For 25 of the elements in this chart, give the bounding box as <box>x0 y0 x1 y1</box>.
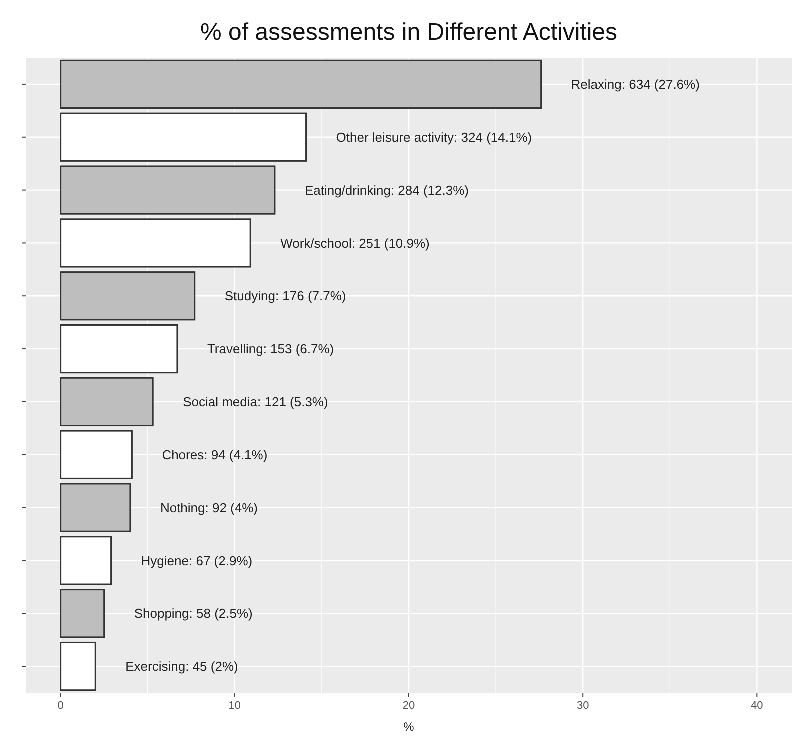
bar <box>60 60 542 110</box>
data-label: Social media: 121 (5.3%) <box>183 394 328 410</box>
x-axis-title: % <box>404 720 415 734</box>
bar <box>60 589 106 638</box>
data-label: Shopping: 58 (2.5%) <box>134 606 253 622</box>
chart-title: % of assessments in Different Activities <box>200 19 618 46</box>
data-label: Travelling: 153 (6.7%) <box>207 342 334 357</box>
data-label: Other leisure activity: 324 (14.1%) <box>336 130 532 145</box>
data-label: Eating/drinking: 284 (12.3%) <box>304 182 469 198</box>
x-tick-label: 10 <box>228 700 242 712</box>
data-label: Studying: 176 (7.7%) <box>224 288 346 304</box>
bar <box>60 377 154 427</box>
bar <box>60 166 276 215</box>
x-tick-label: 0 <box>58 700 64 712</box>
data-label: Hygiene: 67 (2.9%) <box>141 553 253 568</box>
data-label: Work/school: 251 (10.9%) <box>280 236 430 251</box>
data-label: Relaxing: 634 (27.6%) <box>571 77 700 92</box>
x-tick-label: 30 <box>576 700 590 712</box>
bar <box>60 272 196 321</box>
x-tick-label: 40 <box>751 700 764 712</box>
data-label: Chores: 94 (4.1%) <box>162 447 268 462</box>
data-label: Nothing: 92 (4%) <box>160 500 258 516</box>
bar <box>60 483 132 532</box>
x-tick-label: 20 <box>402 700 416 712</box>
data-label: Exercising: 45 (2%) <box>126 659 238 674</box>
